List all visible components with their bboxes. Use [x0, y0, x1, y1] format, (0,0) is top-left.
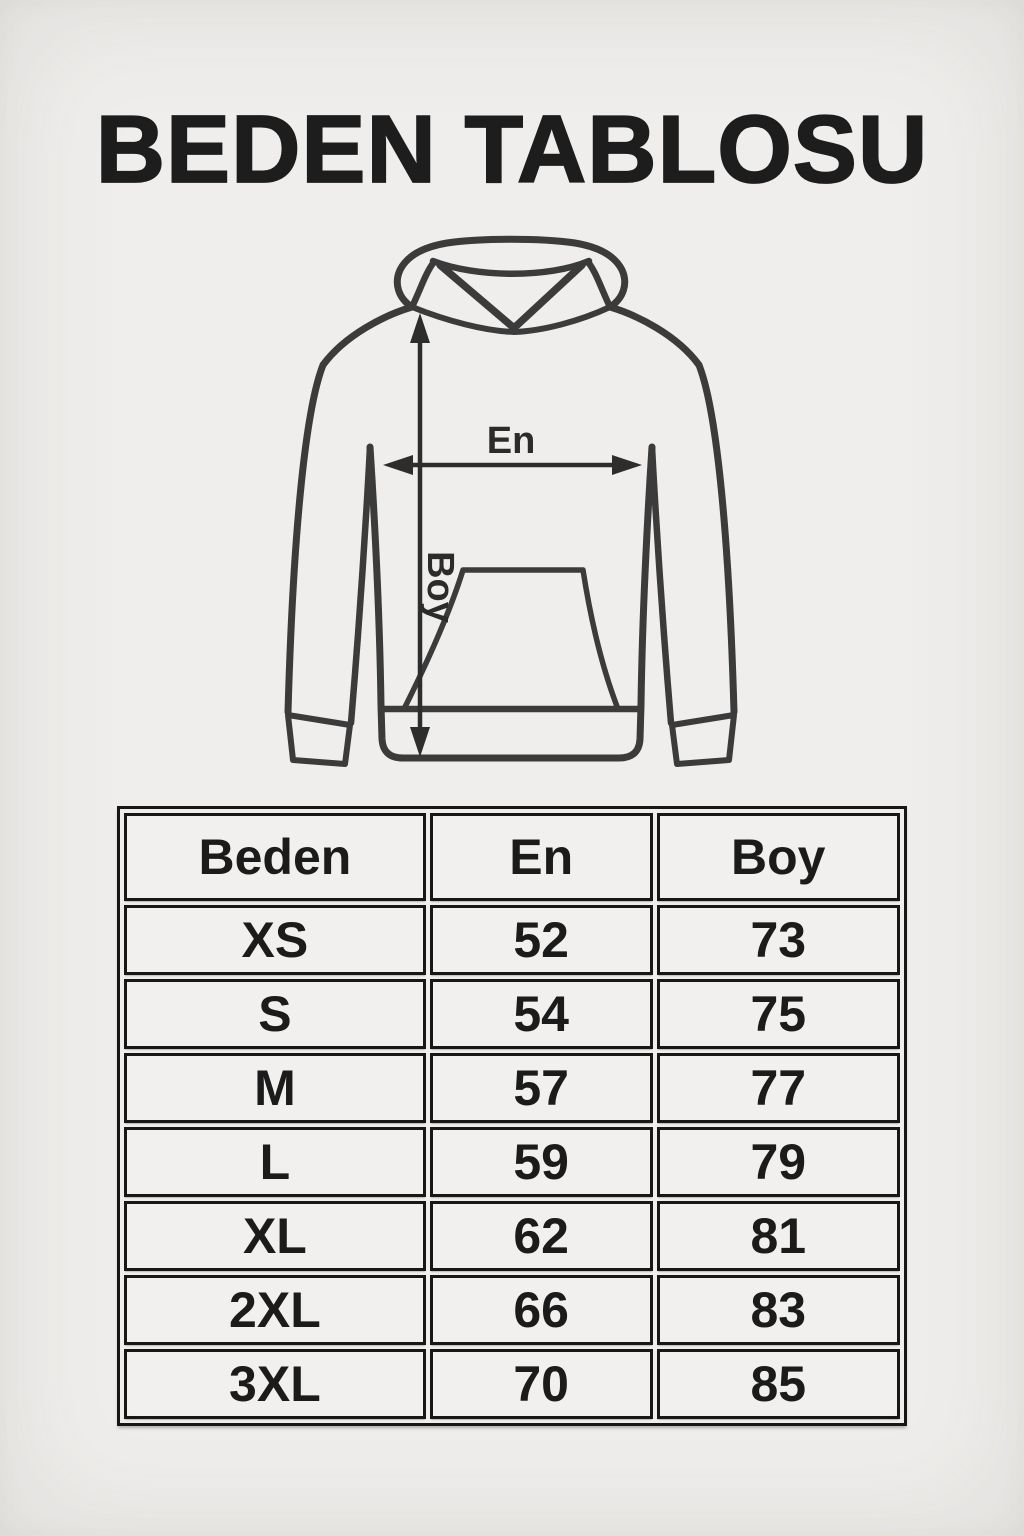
size-row-s: S 54 75 — [124, 979, 900, 1049]
width-dimension-arrow: En — [383, 420, 642, 475]
length-value: 77 — [656, 1053, 900, 1123]
hood-opening-rim — [429, 257, 593, 277]
hood-v-neck — [436, 261, 586, 332]
size-label: 3XL — [124, 1349, 426, 1419]
shoulder-sleeve-right — [606, 303, 738, 716]
hood-outline — [393, 235, 629, 311]
hood-side-edge-left — [408, 258, 438, 311]
width-value: 70 — [429, 1349, 653, 1419]
size-label: L — [124, 1127, 426, 1197]
size-label: S — [124, 979, 426, 1049]
length-dimension-arrow: Boy — [410, 313, 461, 757]
size-table: Beden En Boy XS 52 73 S 54 75 M — [117, 806, 907, 1426]
page-title: BEDEN TABLOSU — [95, 96, 929, 203]
header-cell-boy: Boy — [656, 813, 900, 901]
length-value: 75 — [656, 979, 900, 1049]
length-dimension-label: Boy — [419, 551, 461, 623]
width-dimension-label: En — [487, 420, 536, 462]
cuff-left — [285, 712, 353, 767]
neckline — [409, 304, 613, 335]
sleeve-inner-seam-right — [648, 443, 675, 727]
hoodie-measurement-diagram: En Boy — [284, 235, 738, 767]
size-label: 2XL — [124, 1275, 426, 1345]
length-value: 73 — [656, 905, 900, 975]
width-value: 62 — [429, 1201, 653, 1271]
hood-side-edge-right — [584, 258, 614, 311]
size-label: M — [124, 1053, 426, 1123]
size-row-l: L 59 79 — [124, 1127, 900, 1197]
size-label: XS — [124, 905, 426, 975]
size-row-xs: XS 52 73 — [124, 905, 900, 975]
length-value: 81 — [656, 1201, 900, 1271]
width-value: 66 — [429, 1275, 653, 1345]
sleeve-inner-seam-left — [347, 443, 374, 727]
header-cell-en: En — [429, 813, 653, 901]
header-cell-beden: Beden — [124, 813, 426, 901]
size-row-xl: XL 62 81 — [124, 1201, 900, 1271]
width-value: 59 — [429, 1127, 653, 1197]
width-value: 57 — [429, 1053, 653, 1123]
length-value: 79 — [656, 1127, 900, 1197]
size-table-header-row: Beden En Boy — [124, 813, 900, 901]
size-row-2xl: 2XL 66 83 — [124, 1275, 900, 1345]
width-value: 54 — [429, 979, 653, 1049]
body-outline — [366, 443, 656, 762]
cuff-right — [669, 712, 737, 767]
kangaroo-pocket — [401, 567, 621, 712]
size-row-m: M 57 77 — [124, 1053, 900, 1123]
shoulder-sleeve-left — [284, 303, 416, 716]
length-value: 85 — [656, 1349, 900, 1419]
width-value: 52 — [429, 905, 653, 975]
size-row-3xl: 3XL 70 85 — [124, 1349, 900, 1419]
length-value: 83 — [656, 1275, 900, 1345]
size-label: XL — [124, 1201, 426, 1271]
